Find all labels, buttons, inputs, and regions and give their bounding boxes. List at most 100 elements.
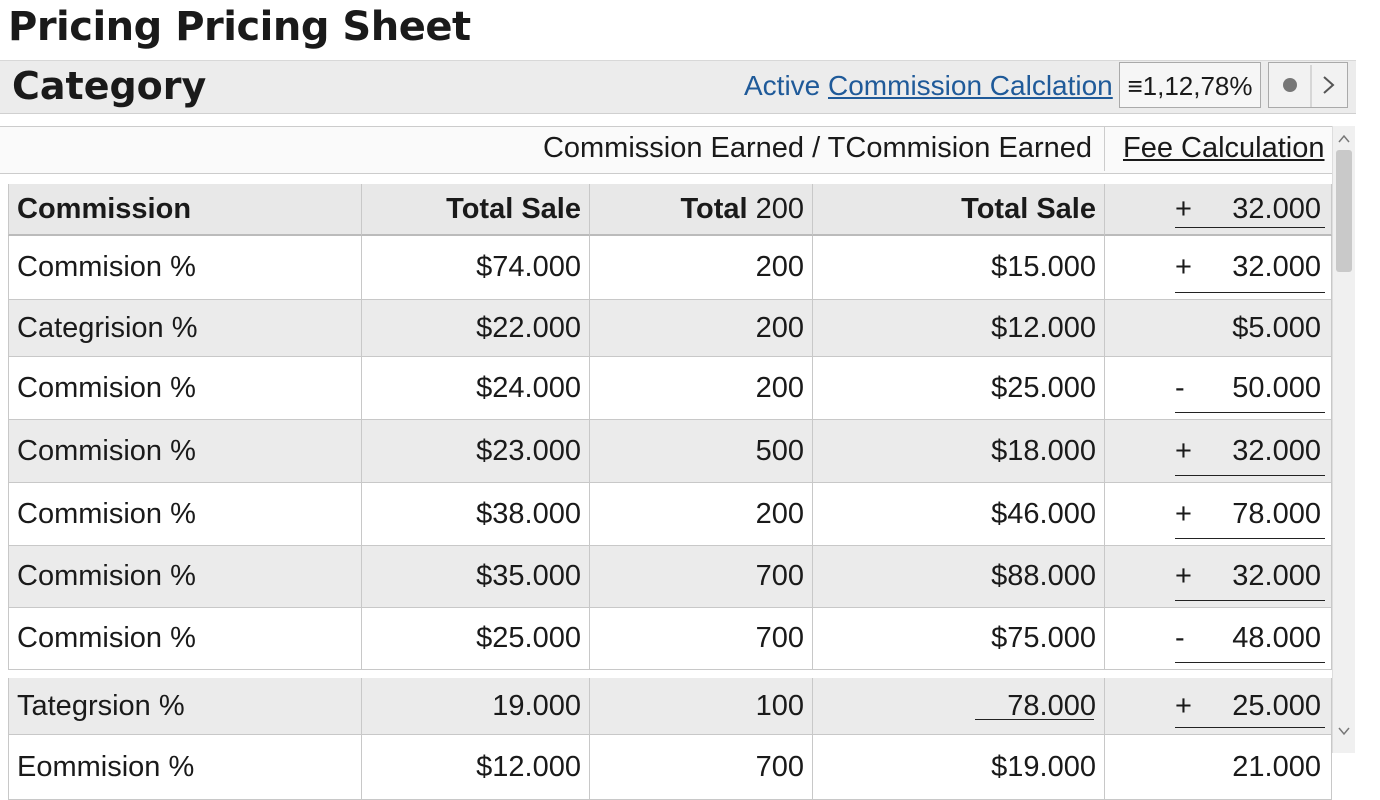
scrollbar[interactable]: [1332, 126, 1355, 753]
table-cell: $22.000: [362, 300, 590, 357]
table-cell: +32.000: [1105, 236, 1332, 300]
cell-text: $38.000: [476, 497, 581, 530]
cell-text: $24.000: [476, 371, 581, 404]
cell-text: Commision %: [17, 371, 196, 404]
cell-text: $23.000: [476, 434, 581, 467]
cell-text: 700: [755, 750, 804, 783]
cell-text: $12.000: [476, 750, 581, 783]
table-cell: Commision %: [8, 357, 362, 420]
table-cell: 100: [590, 678, 813, 735]
underline: [1175, 475, 1325, 476]
table-cell: Commision %: [8, 483, 362, 546]
cell-text: Total Sale: [446, 192, 581, 225]
sign: +: [1175, 560, 1192, 592]
underline: [1175, 662, 1325, 663]
underline: [1175, 412, 1325, 413]
fee-header[interactable]: Fee Calculation: [1123, 132, 1325, 164]
cell-text: Commision %: [17, 497, 196, 530]
table-cell: Tategrsion %: [8, 678, 362, 735]
cell-text: 200: [755, 192, 804, 225]
header-cell: Total 200: [590, 184, 813, 236]
cell-text: Total Sale: [961, 192, 1096, 225]
table-cell: Commision %: [8, 420, 362, 483]
cell-text: 200: [755, 371, 804, 404]
table-cell: 200: [590, 300, 813, 357]
active-label: Active: [744, 70, 821, 101]
table-cell: $35.000: [362, 546, 590, 608]
cell-text: 48.000: [1232, 622, 1321, 654]
table-cell: 200: [590, 357, 813, 420]
cell-text: $88.000: [991, 560, 1096, 592]
header-cell: Commission: [8, 184, 362, 236]
calc-link[interactable]: Commission Calclation: [828, 70, 1113, 101]
nav-buttons[interactable]: [1268, 62, 1348, 108]
cell-text: Tategrsion %: [17, 689, 185, 722]
table-cell: Commision %: [8, 236, 362, 300]
cell-text: 32.000: [1232, 560, 1321, 592]
table-cell: $25.000: [362, 608, 590, 670]
cell-text: 50.000: [1232, 371, 1321, 404]
cell-text: Commision %: [17, 434, 196, 467]
cell-text: $25.000: [476, 622, 581, 654]
table-cell: 200: [590, 483, 813, 546]
table-cell: - 48.000: [1105, 608, 1332, 670]
table-cell: $88.000: [813, 546, 1105, 608]
cell-text: 21.000: [1232, 750, 1321, 783]
cell-text: 200: [755, 251, 804, 283]
divider: [1104, 127, 1105, 171]
cell-text: Categrision %: [17, 311, 198, 344]
sign: +: [1175, 251, 1192, 283]
table-cell: $74.000: [362, 236, 590, 300]
cell-text: 200: [755, 311, 804, 344]
group-header: [0, 126, 1332, 174]
cell-text: Commision %: [17, 251, 196, 283]
table-cell: $12.000: [362, 735, 590, 800]
table-cell: Eommision %: [8, 735, 362, 800]
table-cell: $5.000: [1105, 300, 1332, 357]
sign: -: [1175, 622, 1185, 654]
underline: [1175, 292, 1325, 293]
category-label: Category: [12, 64, 207, 108]
cell-text: 100: [755, 689, 804, 722]
table-cell: +32.000: [1105, 420, 1332, 483]
cell-text: $35.000: [476, 560, 581, 592]
cell-text: $25.000: [991, 371, 1096, 404]
zoom-button[interactable]: ≡1,12,78%: [1119, 62, 1261, 108]
table-cell: Categrision %: [8, 300, 362, 357]
cell-text: 700: [755, 560, 804, 592]
table-cell: 19.000: [362, 678, 590, 735]
table-cell: $46.000: [813, 483, 1105, 546]
table-cell: +25.000: [1105, 678, 1332, 735]
cell-text: $19.000: [991, 750, 1096, 783]
header-cell: Total Sale: [362, 184, 590, 236]
page: Pricing Pricing Sheet Category Active Co…: [0, 4, 1356, 800]
underline: [1175, 600, 1325, 601]
cell-text: $46.000: [991, 497, 1096, 530]
cell-text: $12.000: [991, 311, 1096, 344]
cell-text: $75.000: [991, 622, 1096, 654]
table-cell: $25.000: [813, 357, 1105, 420]
cell-text: 78.000: [1232, 497, 1321, 530]
cell-text: 78.000: [1007, 689, 1096, 722]
table-cell: $12.000: [813, 300, 1105, 357]
cell-text: $5.000: [1232, 311, 1321, 344]
table-cell: +78.000: [1105, 483, 1332, 546]
underline: [1175, 227, 1325, 228]
cell-text: Total: [680, 192, 748, 225]
table-cell: 21.000: [1105, 735, 1332, 800]
table-cell: $38.000: [362, 483, 590, 546]
cell-text: 32.000: [1232, 434, 1321, 467]
cell-text: $18.000: [991, 434, 1096, 467]
cell-text: $74.000: [476, 251, 581, 283]
cell-text: 25.000: [1232, 689, 1321, 722]
table-cell: $18.000: [813, 420, 1105, 483]
cell-text: 32.000: [1232, 251, 1321, 283]
cell-text: 200: [755, 497, 804, 530]
sign: +: [1175, 497, 1192, 530]
cell-text: 500: [755, 434, 804, 467]
header-cell: +32.000: [1105, 184, 1332, 236]
table-cell: 78.000: [813, 678, 1105, 735]
table-cell: $75.000: [813, 608, 1105, 670]
earned-header: Commission Earned / TCommision Earned: [542, 132, 1092, 164]
cell-text: 19.000: [492, 689, 581, 722]
